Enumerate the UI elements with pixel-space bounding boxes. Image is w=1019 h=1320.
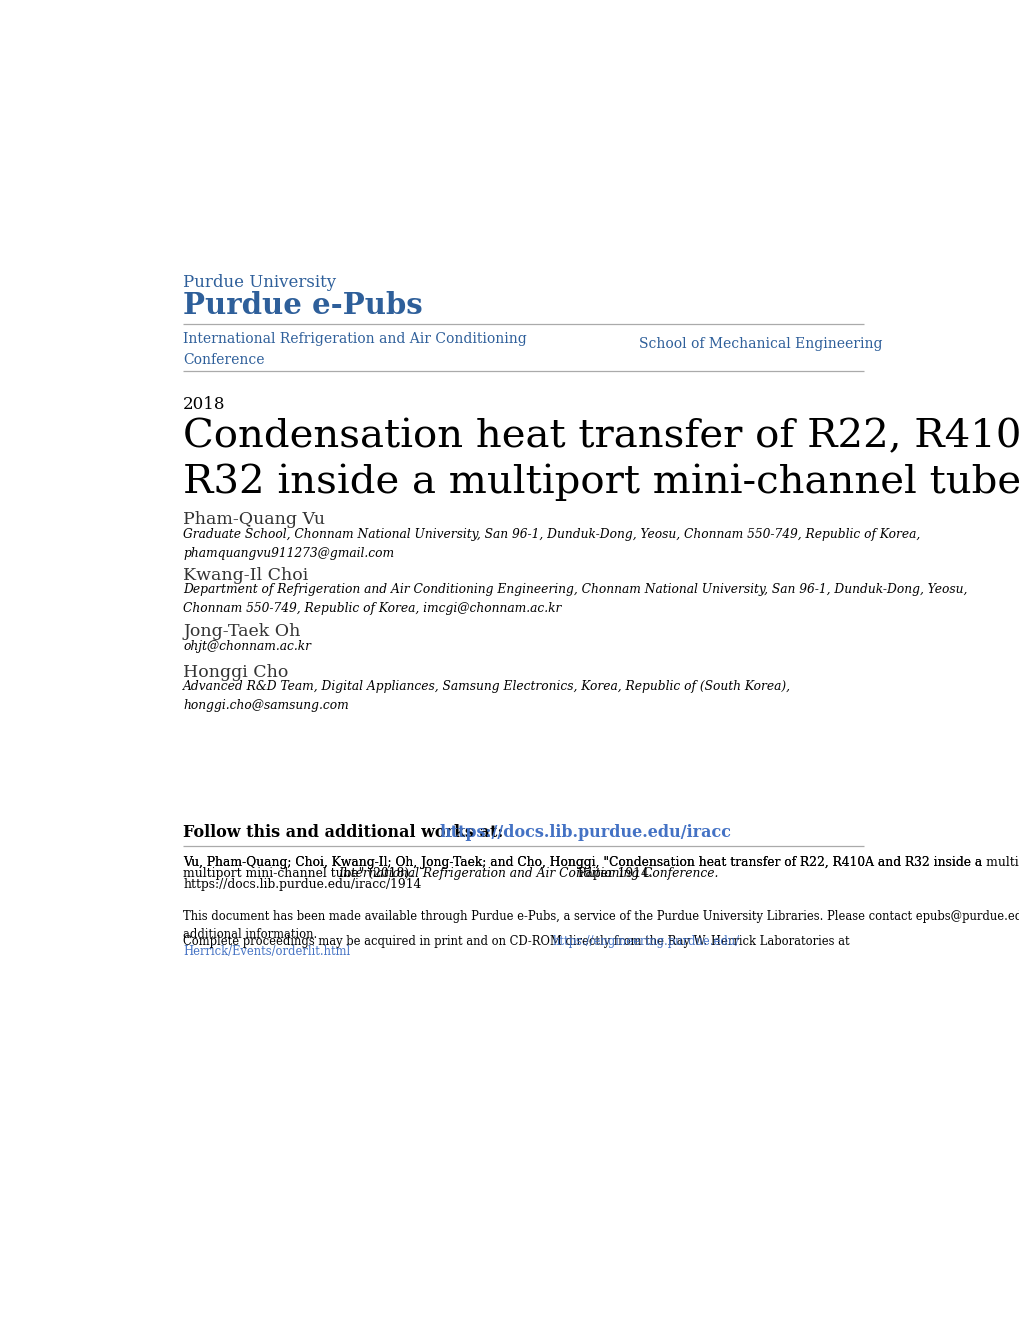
Text: https://docs.lib.purdue.edu/iracc/1914: https://docs.lib.purdue.edu/iracc/1914 [183, 878, 421, 891]
Text: multiport mini-channel tube" (2018).: multiport mini-channel tube" (2018). [183, 867, 417, 880]
Text: Kwang-Il Choi: Kwang-Il Choi [183, 566, 308, 583]
Text: Purdue University: Purdue University [183, 275, 336, 290]
Text: Pham-Quang Vu: Pham-Quang Vu [183, 511, 325, 528]
Text: Follow this and additional works at:: Follow this and additional works at: [183, 825, 508, 841]
Text: 2018: 2018 [183, 396, 225, 413]
Text: Graduate School, Chonnam National University, San 96-1, Dunduk-Dong, Yeosu, Chon: Graduate School, Chonnam National Univer… [183, 528, 920, 560]
Text: This document has been made available through Purdue e-Pubs, a service of the Pu: This document has been made available th… [183, 909, 1019, 941]
Text: Condensation heat transfer of R22, R410A and
R32 inside a multiport mini-channel: Condensation heat transfer of R22, R410A… [183, 418, 1019, 500]
Text: Vu, Pham-Quang; Choi, Kwang-Il; Oh, Jong-Taek; and Cho, Honggi, "Condensation he: Vu, Pham-Quang; Choi, Kwang-Il; Oh, Jong… [183, 857, 981, 869]
Text: Herrick/Events/orderlit.html: Herrick/Events/orderlit.html [183, 945, 351, 958]
Text: ohjt@chonnam.ac.kr: ohjt@chonnam.ac.kr [183, 640, 311, 653]
Text: Department of Refrigeration and Air Conditioning Engineering, Chonnam National U: Department of Refrigeration and Air Cond… [183, 583, 967, 615]
Text: International Refrigeration and Air Conditioning
Conference: International Refrigeration and Air Cond… [183, 331, 527, 367]
Text: School of Mechanical Engineering: School of Mechanical Engineering [638, 337, 881, 351]
Text: Vu, Pham-Quang; Choi, Kwang-Il; Oh, Jong-Taek; and Cho, Honggi, "Condensation he: Vu, Pham-Quang; Choi, Kwang-Il; Oh, Jong… [183, 857, 1019, 869]
Text: Paper 1914.: Paper 1914. [574, 867, 652, 880]
Text: Advanced R&D Team, Digital Appliances, Samsung Electronics, Korea, Republic of (: Advanced R&D Team, Digital Appliances, S… [183, 681, 791, 711]
Text: International Refrigeration and Air Conditioning Conference.: International Refrigeration and Air Cond… [338, 867, 718, 880]
Text: https://docs.lib.purdue.edu/iracc: https://docs.lib.purdue.edu/iracc [438, 825, 731, 841]
Text: Purdue e-Pubs: Purdue e-Pubs [183, 290, 423, 319]
Text: Jong-Taek Oh: Jong-Taek Oh [183, 623, 301, 640]
Text: Complete proceedings may be acquired in print and on CD-ROM directly from the Ra: Complete proceedings may be acquired in … [183, 935, 853, 948]
Text: Honggi Cho: Honggi Cho [183, 664, 288, 681]
Text: https://engineering.purdue.edu/: https://engineering.purdue.edu/ [551, 935, 739, 948]
